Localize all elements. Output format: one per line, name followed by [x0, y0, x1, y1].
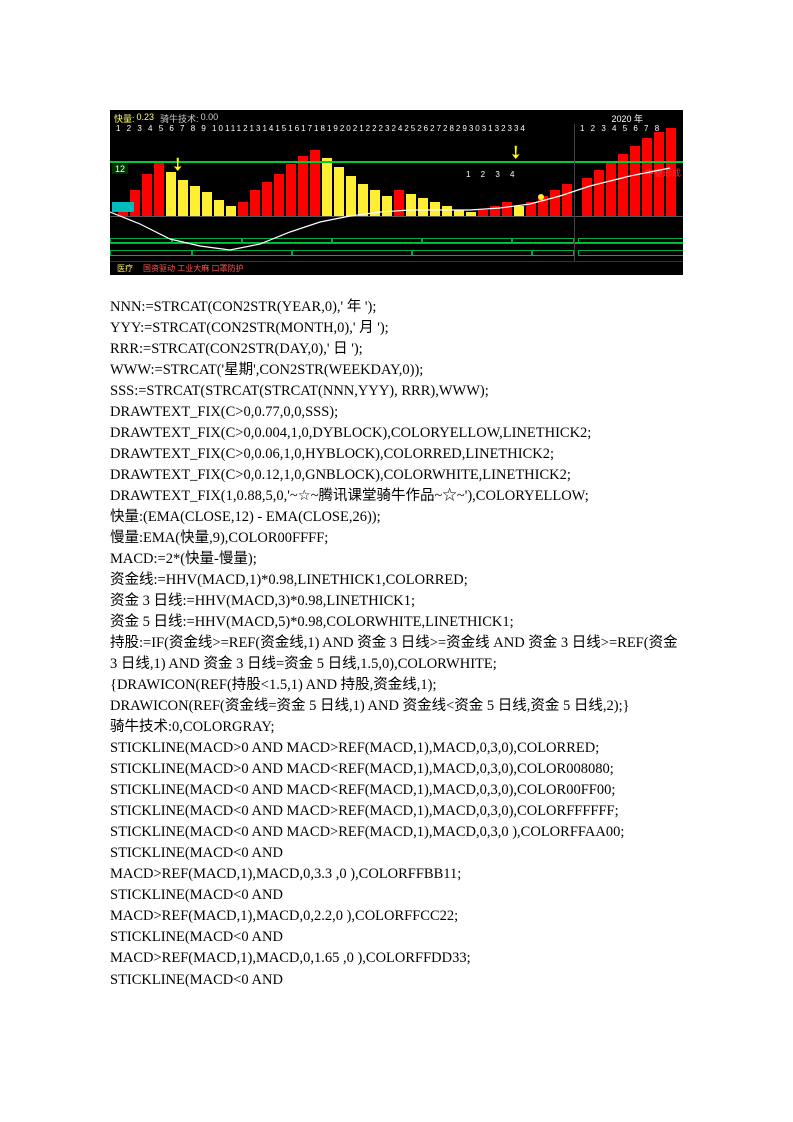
code-line: DRAWTEXT_FIX(C>0,0.77,0,0,SSS); [110, 402, 683, 423]
code-line: DRAWICON(REF(资金线=资金 5 日线,1) AND 资金线<资金 5… [110, 696, 683, 717]
code-line: DRAWTEXT_FIX(1,0.88,5,0,'~☆~腾讯课堂骑牛作品~☆~'… [110, 486, 683, 507]
code-line: WWW:=STRCAT('星期',CON2STR(WEEKDAY,0)); [110, 360, 683, 381]
document-page: 快量: 0.23 骑牛技术: 0.00 2020 年 1 2 3 4 5 6 7… [0, 0, 793, 1122]
code-line: STICKLINE(MACD<0 AND [110, 885, 683, 906]
macd-chart: 快量: 0.23 骑牛技术: 0.00 2020 年 1 2 3 4 5 6 7… [110, 110, 683, 275]
block-footer: 医疗 国资驱动 工业大麻 口罩防护 [110, 261, 683, 275]
hy-block-text: 国资驱动 工业大麻 口罩防护 [140, 263, 246, 274]
code-line: 骑牛技术:0,COLORGRAY; [110, 717, 683, 738]
code-line: DRAWTEXT_FIX(C>0,0.004,1,0,DYBLOCK),COLO… [110, 423, 683, 444]
code-line: 资金线:=HHV(MACD,1)*0.98,LINETHICK1,COLORRE… [110, 570, 683, 591]
code-line: 资金 3 日线:=HHV(MACD,3)*0.98,LINETHICK1; [110, 591, 683, 612]
code-line: STICKLINE(MACD<0 AND [110, 970, 683, 991]
code-line: SSS:=STRCAT(STRCAT(STRCAT(NNN,YYY), RRR)… [110, 381, 683, 402]
code-line: STICKLINE(MACD>0 AND MACD>REF(MACD,1),MA… [110, 738, 683, 759]
code-line: STICKLINE(MACD>0 AND MACD<REF(MACD,1),MA… [110, 759, 683, 780]
code-line: MACD>REF(MACD,1),MACD,0,3.3 ,0 ),COLORFF… [110, 864, 683, 885]
formula-code-block: NNN:=STRCAT(CON2STR(YEAR,0),' 年 ');YYY:=… [110, 297, 683, 991]
code-line: STICKLINE(MACD<0 AND [110, 843, 683, 864]
code-line: MACD>REF(MACD,1),MACD,0,1.65 ,0 ),COLORF… [110, 948, 683, 969]
code-line: STICKLINE(MACD<0 AND MACD>REF(MACD,1),MA… [110, 822, 683, 843]
signal-dot-icon [538, 194, 544, 200]
code-line: STICKLINE(MACD<0 AND MACD>REF(MACD,1),MA… [110, 801, 683, 822]
slow-vol-curve [110, 124, 683, 261]
code-line: RRR:=STRCAT(CON2STR(DAY,0),' 日 '); [110, 339, 683, 360]
code-line: MACD>REF(MACD,1),MACD,0,2.2,0 ),COLORFFC… [110, 906, 683, 927]
code-line: 快量:(EMA(CLOSE,12) - EMA(CLOSE,26)); [110, 507, 683, 528]
code-line: 慢量:EMA(快量,9),COLOR00FFFF; [110, 528, 683, 549]
dy-block-text: 医疗 [114, 263, 136, 274]
code-line: DRAWTEXT_FIX(C>0,0.06,1,0,HYBLOCK),COLOR… [110, 444, 683, 465]
chart-body: 1 2 3 4 5 6 7 8 9 1011121314151617181920… [110, 124, 683, 261]
code-line: DRAWTEXT_FIX(C>0,0.12,1,0,GNBLOCK),COLOR… [110, 465, 683, 486]
code-line: 资金 5 日线:=HHV(MACD,5)*0.98,COLORWHITE,LIN… [110, 612, 683, 633]
code-line: NNN:=STRCAT(CON2STR(YEAR,0),' 年 '); [110, 297, 683, 318]
code-line: YYY:=STRCAT(CON2STR(MONTH,0),' 月 '); [110, 318, 683, 339]
code-line: STICKLINE(MACD<0 AND [110, 927, 683, 948]
code-line: MACD:=2*(快量-慢量); [110, 549, 683, 570]
code-line: STICKLINE(MACD<0 AND MACD<REF(MACD,1),MA… [110, 780, 683, 801]
code-line: {DRAWICON(REF(持股<1.5,1) AND 持股,资金线,1); [110, 675, 683, 696]
code-line: 持股:=IF(资金线>=REF(资金线,1) AND 资金 3 日线>=资金线 … [110, 633, 683, 675]
